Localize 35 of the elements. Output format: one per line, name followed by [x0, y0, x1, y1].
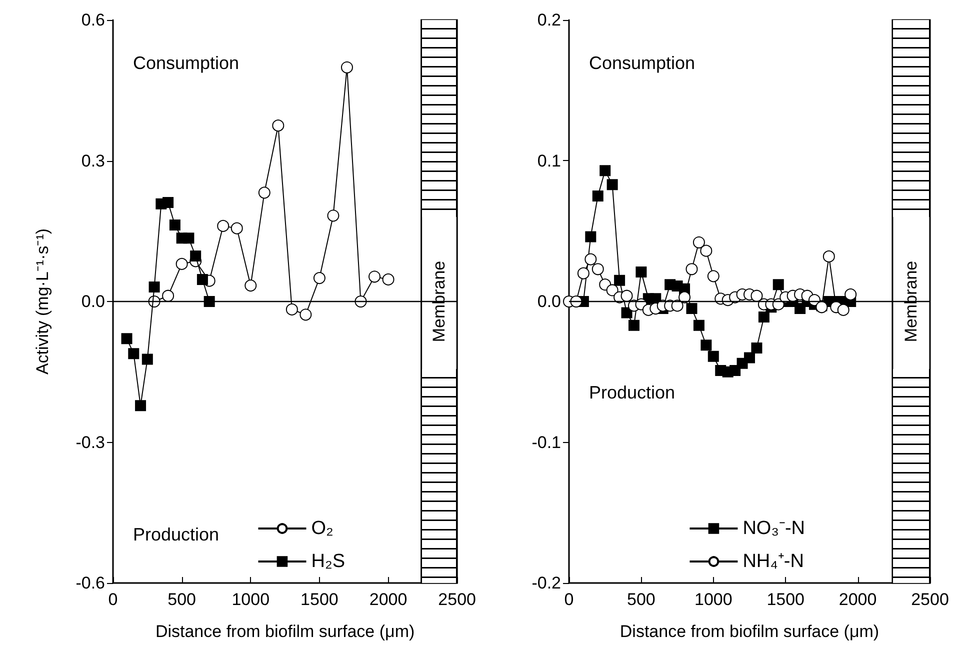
x-tick-label: 1500	[300, 590, 338, 609]
y-tick-label: -0.1	[532, 432, 561, 452]
x-tick-label: 2000	[838, 590, 877, 609]
x-tick-label: 2500	[911, 590, 949, 609]
x-tick-label: 1000	[694, 590, 732, 609]
y-tick-label: 0.3	[81, 151, 105, 170]
x-tick-label: 0	[564, 590, 574, 609]
x-tick-label: 2500	[438, 590, 476, 609]
band-label: Membrane	[430, 260, 449, 342]
annotation: Consumption	[589, 53, 696, 74]
y-tick-label: -0.3	[76, 432, 105, 452]
legend-label: O₂	[311, 518, 334, 539]
y-axis-title: Activity (mg·L⁻¹·s⁻¹)	[33, 228, 52, 375]
y-tick-label: 0.0	[81, 292, 105, 311]
y-tick-label: 0.1	[537, 151, 561, 170]
legend-label: H₂S	[311, 551, 346, 572]
y-tick-label: -0.2	[532, 574, 561, 592]
x-tick-label: 1000	[232, 590, 270, 609]
x-tick-label: 1500	[766, 590, 805, 609]
x-tick-label: 500	[168, 590, 196, 609]
x-axis-title: Distance from biofilm surface (μm)	[155, 622, 415, 641]
y-tick-label: 0.2	[537, 10, 561, 30]
legend-label: NH₄⁺-N	[742, 551, 804, 572]
y-tick-label: 0.6	[81, 10, 105, 30]
annotation: Production	[589, 382, 676, 403]
annotation: Consumption	[133, 53, 240, 74]
legend-label: NO₃⁻-N	[742, 518, 806, 539]
y-tick-label: 0.0	[537, 292, 561, 311]
band-label: Membrane	[902, 260, 921, 342]
x-tick-label: 0	[108, 590, 118, 609]
x-tick-label: 2000	[369, 590, 408, 609]
annotation: Production	[133, 524, 220, 545]
x-tick-label: 500	[627, 590, 656, 609]
y-tick-label: -0.6	[76, 574, 105, 592]
x-axis-title: Distance from biofilm surface (μm)	[620, 622, 880, 641]
